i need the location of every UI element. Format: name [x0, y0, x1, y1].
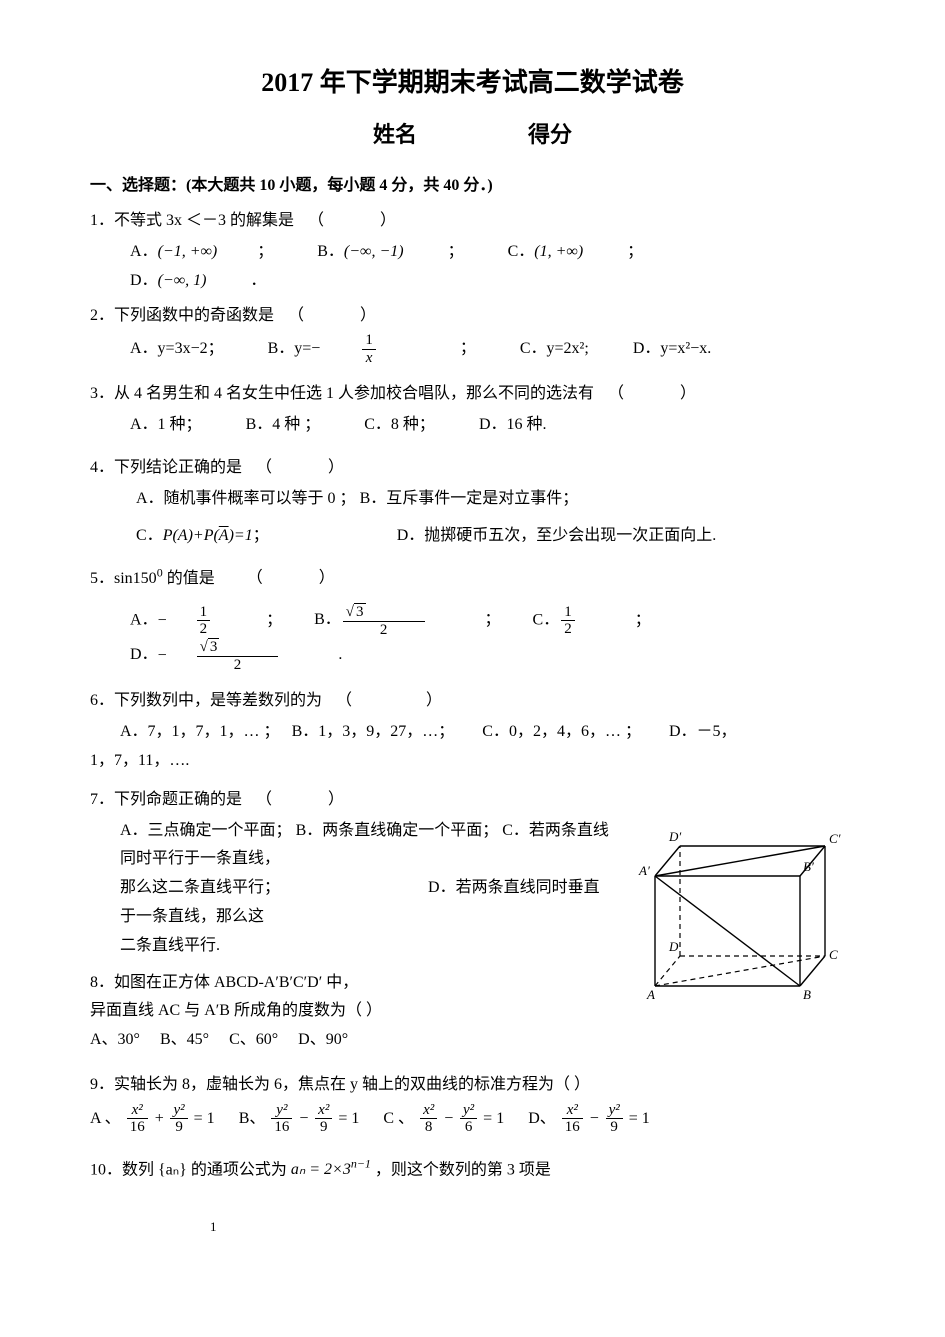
- question-6: 6．下列数列中，是等差数列的为 （ ）: [90, 687, 855, 716]
- q6-opt-d-pre: D．－5，: [669, 723, 737, 740]
- q4-opt-d: D．抛掷硬币五次，至少会出现一次正面向上.: [397, 527, 717, 544]
- q7-line2: 那么这二条直线平行； D．若两条直线同时垂直于一条直线，那么这: [120, 874, 615, 932]
- q10-stem-post: ，则这个数列的第 3 项是: [375, 1161, 551, 1178]
- score-label: 得分: [528, 115, 572, 155]
- q5-options: A．−12； B．√32 ； C．12 ； D．−√32 .: [130, 603, 855, 673]
- q7-line3: 二条直线平行.: [120, 932, 615, 961]
- q4-stem: 4．下列结论正确的是: [90, 459, 242, 476]
- question-4: 4．下列结论正确的是 （ ）: [90, 454, 855, 483]
- cube-label-c1: C′: [829, 831, 841, 846]
- question-8: 8．如图在正方体 ABCD-A′B′C′D′ 中， 异面直线 AC 与 A′B …: [90, 969, 615, 1055]
- question-5: 5．sin1500 的值是 （ ）: [90, 562, 855, 593]
- q3-opt-c: C．8 种；: [364, 411, 435, 440]
- q7-stem: 7．下列命题正确的是: [90, 791, 242, 808]
- cube-figure: A B C D A′ B′ C′ D′: [625, 817, 855, 1012]
- q6-stem: 6．下列数列中，是等差数列的为: [90, 692, 322, 709]
- page-number: 1: [210, 1215, 855, 1238]
- exam-title: 2017 年下学期期末考试高二数学试卷: [90, 60, 855, 107]
- q5-blank: （ ）: [219, 570, 337, 587]
- question-10: 10．数列 {aₙ} 的通项公式为 aₙ = 2×3n−1 ，则这个数列的第 3…: [90, 1154, 855, 1185]
- q6-blank: （ ）: [326, 692, 444, 709]
- q7-opt-a: A．三点确定一个平面；: [120, 822, 292, 839]
- q5-opt-d: D．−√32 .: [130, 638, 342, 673]
- q8-opt-c: C、60°: [229, 1031, 278, 1048]
- q1-stem: 1．不等式 3x ＜－3 的解集是: [90, 212, 294, 229]
- q8-stem1: 8．如图在正方体 ABCD-A′B′C′D′ 中，: [90, 969, 615, 998]
- q8-stem2: 异面直线 AC 与 A′B 所成角的度数为（ ）: [90, 997, 615, 1026]
- q6-opt-d-cont: 1，7，11，….: [90, 747, 855, 776]
- q5-opt-a: A．−12；: [130, 604, 282, 638]
- q3-options: A．1 种； B．4 种 ； C．8 种； D．16 种.: [130, 411, 855, 440]
- q7-c-cont: 那么这二条直线平行；: [120, 879, 280, 896]
- q4-opt-c: C．P(A)+P(A)=1；: [136, 527, 273, 544]
- section-1-heading: 一、选择题：(本大题共 10 小题，每小题 4 分，共 40 分．): [90, 172, 855, 201]
- q7-line1: A．三点确定一个平面； B．两条直线确定一个平面； C．若两条直线同时平行于一条…: [120, 817, 615, 875]
- cube-label-d1: D′: [668, 829, 681, 844]
- q8-opt-b: B、45°: [160, 1031, 209, 1048]
- cube-label-b1: B′: [803, 859, 814, 874]
- q2-stem: 2．下列函数中的奇函数是: [90, 307, 274, 324]
- q10-formula: aₙ = 2×3n−1: [291, 1161, 371, 1178]
- q2-opt-b: B．y=−1x ；: [268, 332, 476, 366]
- q8-opt-d: D、90°: [298, 1031, 348, 1048]
- q1-blank: （ ）: [298, 212, 398, 229]
- q3-blank: （ ）: [598, 385, 698, 402]
- q4-line-cd: C．P(A)+P(A)=1； D．抛掷硬币五次，至少会出现一次正面向上.: [136, 522, 855, 551]
- cube-label-c: C: [829, 947, 838, 962]
- cube-label-d: D: [668, 939, 679, 954]
- q2-blank: （ ）: [278, 307, 378, 324]
- cube-label-a: A: [646, 987, 655, 1001]
- question-7: 7．下列命题正确的是 （ ）: [90, 786, 855, 815]
- q3-opt-a: A．1 种；: [130, 411, 202, 440]
- name-label: 姓名: [373, 115, 417, 155]
- q8-options: A、30° B、45° C、60° D、90°: [90, 1026, 615, 1055]
- q2-opt-c: C．y=2x²;: [520, 335, 589, 364]
- q7-blank: （ ）: [246, 791, 346, 808]
- q1-opt-a: A．(−1, +∞)；: [130, 238, 273, 267]
- q6-opt-b: B．1，3，9，27，…；: [292, 723, 447, 740]
- cube-label-a1: A′: [638, 863, 650, 878]
- q8-opt-a: A、30°: [90, 1031, 140, 1048]
- q4-opt-b: B．互斥事件一定是对立事件；: [360, 490, 579, 507]
- q10-stem-pre: 10．数列 {aₙ} 的通项公式为: [90, 1161, 291, 1178]
- q3-opt-b: B．4 种 ；: [246, 411, 321, 440]
- q6-options: A．7，1，7，1，… ； B．1，3，9，27，…； C．0，2，4，6，… …: [120, 718, 855, 747]
- q2-options: A．y=3x−2； B．y=−1x ； C．y=2x²; D．y=x²−x.: [130, 332, 855, 366]
- q4-line-ab: A．随机事件概率可以等于 0 ； B．互斥事件一定是对立事件；: [136, 485, 855, 514]
- q3-stem: 3．从 4 名男生和 4 名女生中任选 1 人参加校合唱队，那么不同的选法有: [90, 385, 594, 402]
- q5-stem: 5．sin1500 的值是: [90, 570, 215, 587]
- q3-opt-d: D．16 种.: [479, 411, 547, 440]
- q2-opt-a: A．y=3x−2；: [130, 335, 224, 364]
- q6-opt-c: C．0，2，4，6，… ；: [482, 723, 633, 740]
- q9-stem: 9．实轴长为 8，虚轴长为 6，焦点在 y 轴上的双曲线的标准方程为（ ）: [90, 1076, 590, 1093]
- q4-blank: （ ）: [246, 459, 346, 476]
- q9-options: A 、 x²16 + y²9 = 1 B、 y²16 − x²9 = 1 C 、…: [90, 1102, 855, 1136]
- q1-options: A．(−1, +∞)； B．(−∞, −1) ； C．(1, +∞) ； D．(…: [130, 238, 855, 296]
- q2-opt-d: D．y=x²−x.: [633, 335, 711, 364]
- q9-opt-b: B、 y²16 − x²9 = 1: [239, 1110, 364, 1127]
- q7-opt-b: B．两条直线确定一个平面；: [296, 822, 499, 839]
- question-1: 1．不等式 3x ＜－3 的解集是 （ ）: [90, 207, 855, 236]
- q5-opt-b: B．√32 ；: [314, 603, 500, 638]
- q4-opt-a: A．随机事件概率可以等于 0 ；: [136, 490, 356, 507]
- cube-label-b: B: [803, 987, 811, 1001]
- q9-opt-c: C 、 x²8 − y²6 = 1: [383, 1110, 508, 1127]
- q7-d-cont: 二条直线平行.: [120, 937, 220, 954]
- question-3: 3．从 4 名男生和 4 名女生中任选 1 人参加校合唱队，那么不同的选法有 （…: [90, 380, 855, 409]
- q1-opt-c: C．(1, +∞) ；: [508, 238, 644, 267]
- q1-opt-b: B．(−∞, −1) ；: [317, 238, 463, 267]
- q9-opt-a: A 、 x²16 + y²9 = 1: [90, 1110, 219, 1127]
- q1-opt-d: D．(−∞, 1) ．: [130, 267, 266, 296]
- question-9: 9．实轴长为 8，虚轴长为 6，焦点在 y 轴上的双曲线的标准方程为（ ）: [90, 1071, 855, 1100]
- q6-opt-a: A．7，1，7，1，… ；: [120, 723, 272, 740]
- q5-opt-c: C．12 ；: [533, 604, 651, 638]
- question-2: 2．下列函数中的奇函数是 （ ）: [90, 302, 855, 331]
- q9-opt-d: D、 x²16 − y²9 = 1: [528, 1110, 650, 1127]
- subtitle: 姓名 得分: [90, 115, 855, 155]
